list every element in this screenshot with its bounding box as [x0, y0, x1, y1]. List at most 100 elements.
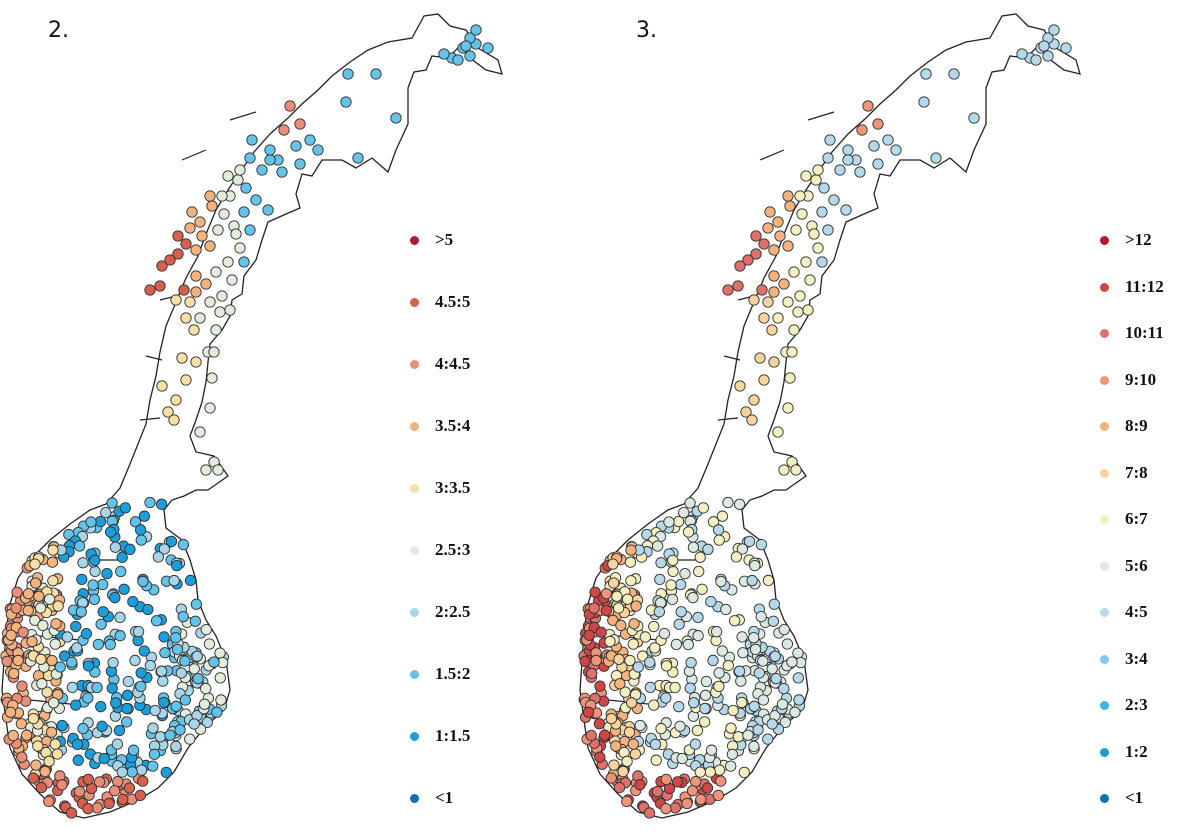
- station-point: [794, 290, 806, 302]
- station-point: [312, 144, 324, 156]
- legend-swatch: [1100, 375, 1109, 385]
- station-point: [200, 682, 212, 695]
- station-point: [792, 306, 804, 318]
- station-point: [41, 686, 53, 698]
- station-point: [754, 352, 766, 364]
- station-point: [11, 586, 23, 598]
- station-point: [96, 720, 108, 732]
- station-point: [82, 660, 95, 672]
- station-point: [804, 274, 816, 286]
- station-point: [171, 559, 183, 572]
- station-point: [104, 526, 117, 538]
- station-point: [210, 266, 222, 278]
- station-point: [715, 575, 727, 588]
- station-point: [43, 795, 55, 807]
- station-point: [200, 278, 212, 290]
- station-point: [35, 653, 47, 665]
- station-point: [613, 653, 625, 665]
- station-point: [234, 242, 246, 254]
- station-point: [114, 611, 126, 624]
- station-point: [17, 626, 29, 638]
- station-point: [180, 374, 192, 386]
- station-point: [582, 706, 595, 718]
- station-point: [748, 740, 760, 752]
- station-point: [770, 673, 782, 685]
- legend-swatch: [1100, 515, 1109, 524]
- fjord-line: [139, 417, 161, 421]
- station-point: [126, 766, 138, 778]
- station-point: [188, 718, 200, 730]
- station-point: [204, 190, 216, 202]
- fjord-line: [759, 149, 785, 161]
- station-point: [748, 700, 760, 712]
- station-point: [16, 680, 28, 692]
- station-point: [1042, 50, 1054, 62]
- station-point: [778, 682, 790, 695]
- station-point: [54, 661, 66, 673]
- station-point: [608, 759, 620, 771]
- station-point: [232, 174, 244, 186]
- station-point: [660, 803, 672, 815]
- station-point: [630, 600, 642, 612]
- station-point: [56, 779, 68, 791]
- station-point: [123, 782, 136, 794]
- station-point: [33, 590, 45, 602]
- station-point: [778, 623, 790, 636]
- station-point: [704, 766, 716, 778]
- station-point: [82, 692, 94, 704]
- station-point: [713, 667, 725, 679]
- station-point: [764, 206, 776, 218]
- panel-number-label: 2.: [48, 18, 69, 43]
- station-point: [655, 557, 667, 569]
- station-point: [607, 558, 619, 570]
- station-point: [768, 244, 780, 256]
- station-point: [160, 766, 172, 778]
- station-point: [665, 579, 677, 591]
- station-point: [586, 667, 598, 680]
- station-point: [707, 654, 719, 667]
- station-point: [756, 284, 768, 296]
- station-point: [45, 726, 58, 738]
- station-point: [613, 781, 626, 794]
- legend-label: 3:3.5: [435, 478, 471, 497]
- station-point: [766, 663, 778, 675]
- station-point: [856, 124, 868, 136]
- station-point: [211, 706, 223, 718]
- station-point: [85, 516, 97, 528]
- station-point: [687, 541, 700, 553]
- station-point: [170, 632, 182, 644]
- station-point: [43, 593, 56, 605]
- station-point: [37, 619, 49, 632]
- station-point: [605, 772, 617, 784]
- station-point: [132, 626, 145, 638]
- station-point: [198, 698, 211, 710]
- station-point: [117, 793, 129, 805]
- station-point: [689, 738, 702, 750]
- station-point: [108, 785, 121, 797]
- station-point: [134, 524, 147, 536]
- station-point: [170, 740, 182, 752]
- station-point: [304, 134, 316, 146]
- station-point: [71, 738, 84, 751]
- legend-swatch: [1100, 236, 1109, 245]
- station-point: [649, 738, 662, 751]
- station-point: [240, 182, 252, 194]
- legend-swatch: [1100, 747, 1109, 757]
- station-point: [29, 558, 41, 570]
- legend-label: 4:5: [1125, 602, 1148, 621]
- station-point: [27, 772, 39, 784]
- station-point: [218, 208, 230, 220]
- station-point: [812, 164, 824, 176]
- station-point: [788, 324, 800, 336]
- station-point: [179, 694, 192, 706]
- legend-label: <1: [435, 788, 454, 807]
- station-point: [610, 740, 622, 752]
- station-point: [88, 593, 101, 606]
- station-point: [713, 764, 726, 776]
- station-point: [370, 68, 382, 80]
- panel-number-label: 3.: [636, 18, 657, 43]
- station-point: [634, 719, 646, 732]
- station-point: [190, 598, 202, 610]
- station-point: [882, 134, 894, 146]
- station-point: [728, 615, 741, 627]
